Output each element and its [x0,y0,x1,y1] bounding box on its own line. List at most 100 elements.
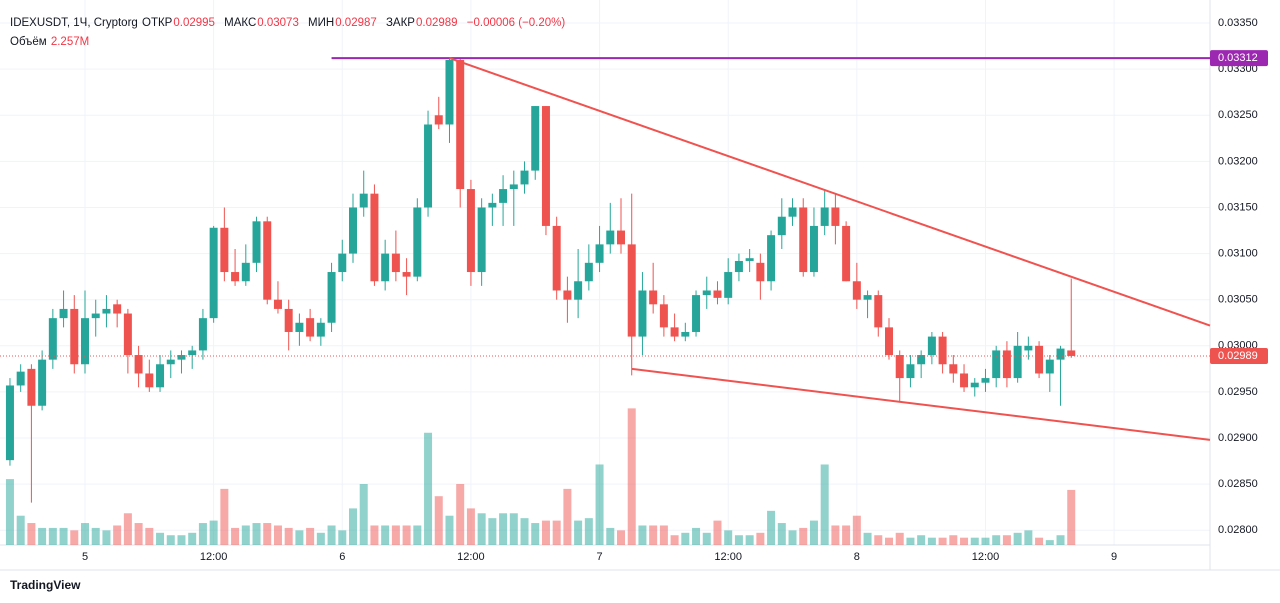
volume-bar [831,525,840,545]
candle-body [156,364,165,388]
candle-body [381,253,390,282]
candle-body [713,290,722,298]
candle-body [220,227,229,273]
y-tick-label: 0.03100 [1218,248,1258,260]
candle-body [681,331,690,337]
volume-bar [81,523,89,545]
volume-bar [209,520,218,545]
volume-bar [852,515,861,545]
candle-body [466,189,475,273]
candle-body [402,272,411,277]
x-tick-label: 9 [1111,551,1117,563]
candle-body [842,225,851,282]
volume-bar [284,527,293,545]
candle-body [659,304,668,328]
volume-bar [509,513,518,545]
volume-bar [820,464,829,545]
candle-body [1024,345,1033,351]
volume-bar [756,532,765,545]
candle-body [1067,350,1076,356]
volume-bar [734,535,743,545]
candle-body [38,359,47,406]
volume-bar [359,484,368,545]
candle-body [338,253,347,273]
volume-bar [413,525,422,545]
volume-bar [606,527,615,545]
candle-body [359,193,368,208]
volume-bar [402,525,411,545]
low-label: МИН [308,17,335,29]
candle-body [617,230,625,245]
volume-bar [381,525,390,545]
candle-body [16,371,25,386]
y-tick-label: 0.03350 [1218,17,1258,29]
candle-body [809,225,818,273]
candle-body [456,59,465,190]
candle-body [424,124,433,208]
volume-bar [177,535,186,545]
volume-bar [927,537,936,545]
candle-body [316,322,325,337]
candle-body [799,207,808,273]
candle-body [327,272,336,323]
volume-bar [1002,535,1011,545]
trend-line [631,367,1211,441]
legend-line: IDEXUSDT, 1Ч, Cryptorg ОТКР0.02995 МАКС0… [10,14,571,33]
x-tick-label: 8 [854,551,860,563]
candle-body [1035,345,1044,374]
candle-body [927,336,936,356]
candle-body [831,207,840,226]
candle-body [81,318,89,365]
volume-bar [1045,540,1054,545]
volume-bar [638,525,647,545]
volume-bar [617,530,625,545]
volume-bar [488,518,497,545]
candle-body [885,327,893,356]
close-label: ЗАКР [385,17,415,29]
x-tick-label: 12:00 [972,551,1000,563]
volume-bar [767,510,776,545]
x-tick-label: 6 [339,551,345,563]
candle-body [198,318,207,351]
volume-bar [295,530,304,545]
volume-bar [917,535,926,545]
candle-body [48,318,57,360]
volume-bar [960,537,969,545]
volume-bar [306,527,315,545]
volume-bar [220,488,229,545]
volume-bar [38,527,47,545]
candle-body [992,350,1001,379]
volume-bar [198,523,207,545]
candle-body [102,308,111,314]
candle-body [917,355,926,365]
candle-body [734,260,743,273]
candle-body [134,355,143,374]
volume-bar [670,535,679,545]
volume-bar [5,479,14,545]
candle-body [370,193,379,282]
volume-bar [563,488,572,545]
legend: IDEXUSDT, 1Ч, Cryptorg ОТКР0.02995 МАКС0… [10,14,571,52]
high-value: 0.03073 [257,17,299,29]
candle-body [981,378,990,383]
y-tick-label: 0.03200 [1218,155,1258,167]
volume-bar [906,537,915,545]
volume-bar [713,520,722,545]
volume-bar [681,532,690,545]
candle-body [863,295,872,300]
volume-bar [777,523,786,545]
close-value: 0.02989 [415,17,458,29]
volume-bar [263,523,272,545]
candle-body [231,272,240,282]
candle-body [145,373,154,388]
candle-body [574,281,583,300]
volume-bar [134,523,143,545]
volume-bar [327,525,336,545]
volume-bar [1024,530,1033,545]
volume-bar [59,527,68,545]
volume-bar [552,520,561,545]
volume-bar [885,537,893,545]
volume-bar [938,537,947,545]
